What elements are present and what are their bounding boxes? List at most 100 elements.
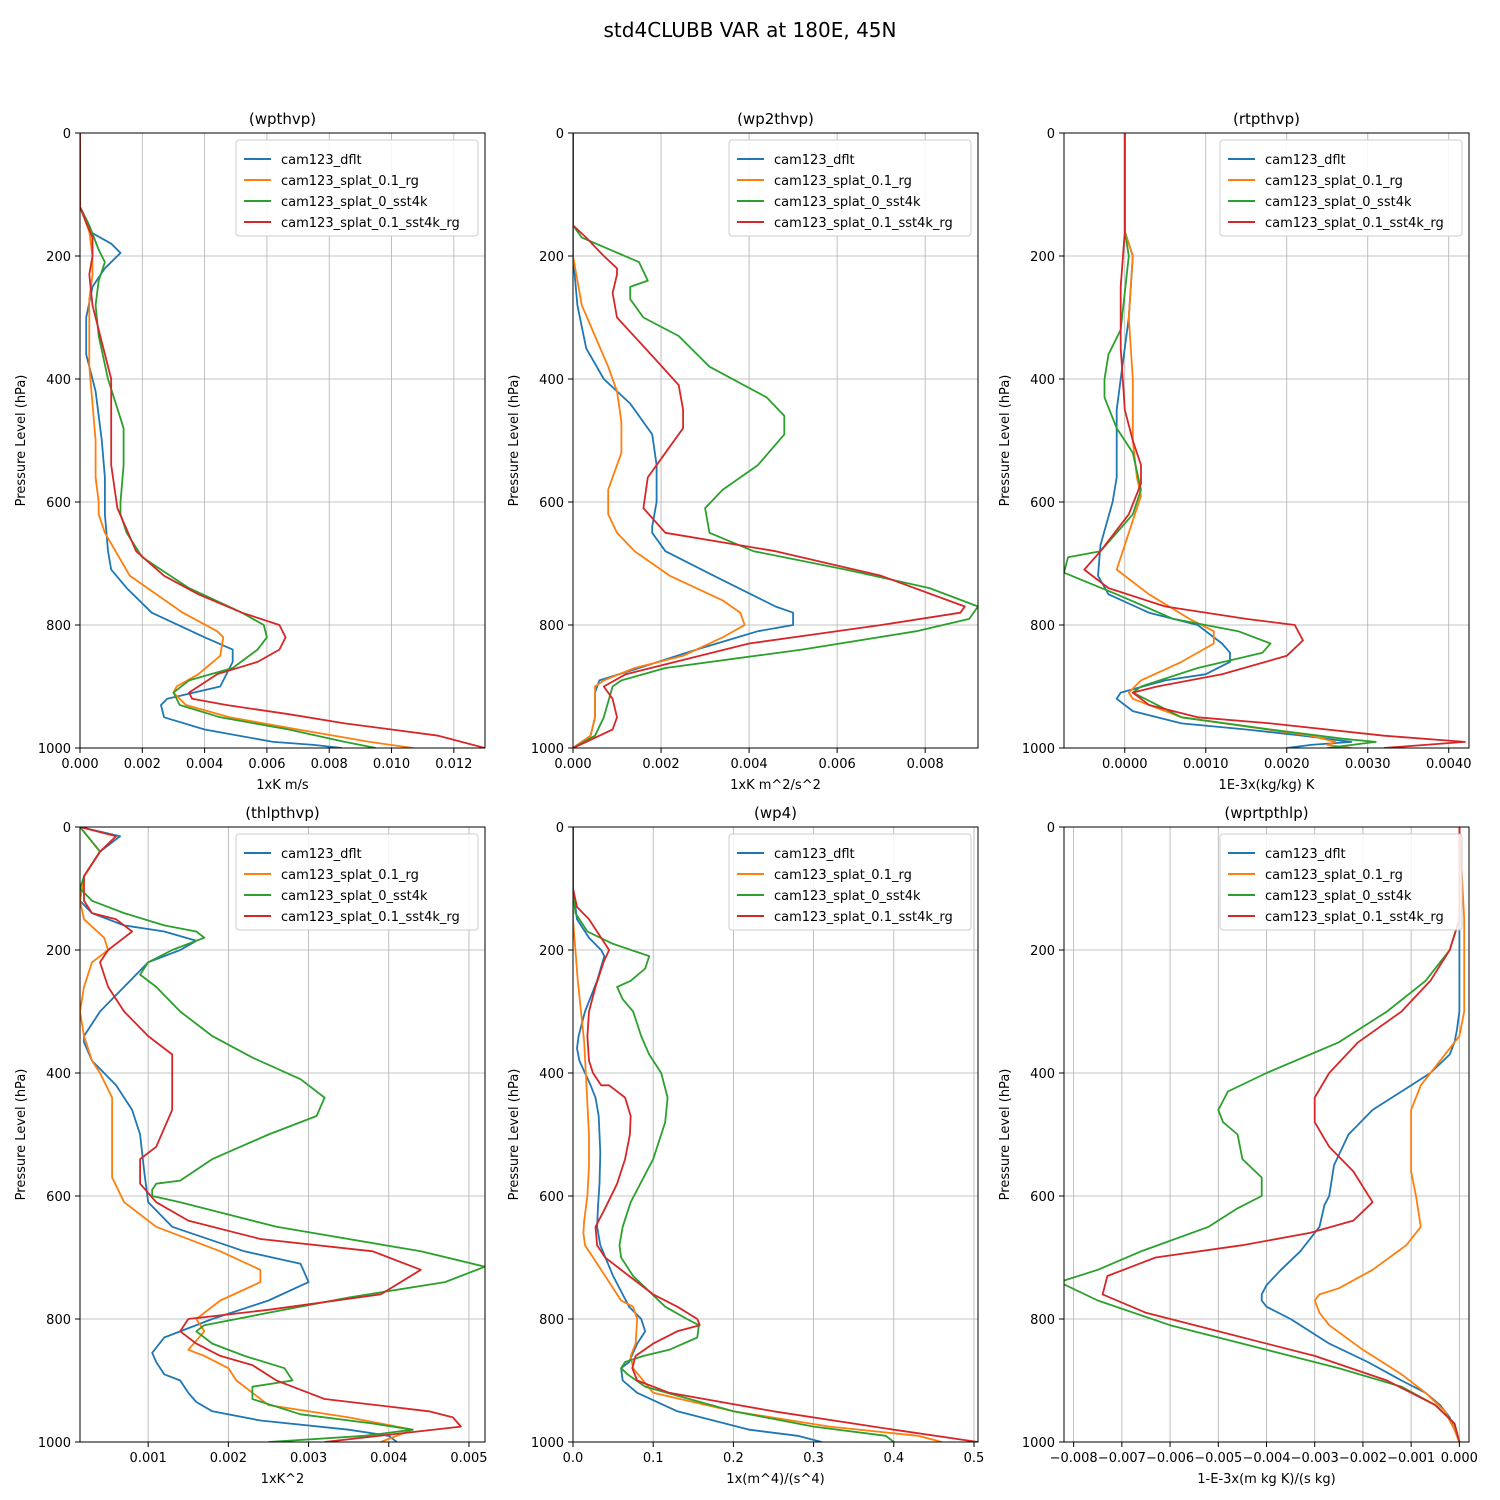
x-axis-label: 1xK m/s xyxy=(256,778,309,793)
legend-box xyxy=(1219,139,1463,237)
legend-entry: cam123_splat_0.1_rg xyxy=(281,868,419,883)
legend-entry: cam123_splat_0.1_rg xyxy=(1265,174,1403,189)
legend-entry: cam123_splat_0_sst4k xyxy=(774,195,921,210)
axes-frame xyxy=(79,826,486,1443)
y-tick-label: 1000 xyxy=(531,1436,564,1451)
series-line-cam123_splat_0.1_rg xyxy=(80,827,414,1442)
y-tick-label: 200 xyxy=(1030,944,1055,959)
series-group xyxy=(573,827,978,1442)
series-line-cam123_dflt xyxy=(80,827,398,1442)
x-tick-label: −0.001 xyxy=(1387,1451,1435,1466)
y-tick-label: 800 xyxy=(539,619,564,634)
subplot-title: (rtpthvp) xyxy=(1233,110,1300,128)
x-tick-label: 0.3 xyxy=(803,1451,824,1466)
legend-entry: cam123_dflt xyxy=(774,153,855,168)
x-tick-label: 0.5 xyxy=(964,1451,985,1466)
y-tick-label: 600 xyxy=(46,496,71,511)
legend-box xyxy=(235,139,479,237)
legend: cam123_dflt cam123_splat_0.1_rg cam123_spl… xyxy=(728,833,972,931)
x-tick-label: 0.0040 xyxy=(1426,757,1472,772)
series-group xyxy=(1064,827,1466,1442)
x-tick-label: 0.0000 xyxy=(1102,757,1148,772)
y-tick-label: 200 xyxy=(539,250,564,265)
y-axis-label: Pressure Level (hPa) xyxy=(998,1069,1013,1201)
subplot-title: (wpthvp) xyxy=(249,110,316,128)
series-line-cam123_splat_0.1_sst4k_rg xyxy=(573,827,978,1442)
legend-entry: cam123_dflt xyxy=(1265,153,1346,168)
y-tick-label: 800 xyxy=(539,1313,564,1328)
y-tick-label: 600 xyxy=(1030,496,1055,511)
series-line-cam123_splat_0_sst4k xyxy=(573,133,978,748)
x-tick-label: −0.005 xyxy=(1194,1451,1242,1466)
y-tick-label: 400 xyxy=(46,373,71,388)
legend-box xyxy=(1219,833,1463,931)
series-line-cam123_splat_0_sst4k xyxy=(80,827,485,1442)
legend: cam123_dflt cam123_splat_0.1_rg cam123_spl… xyxy=(235,833,479,931)
y-tick-label: 800 xyxy=(46,1313,71,1328)
legend: cam123_dflt cam123_splat_0.1_rg cam123_spl… xyxy=(1219,833,1463,931)
x-tick-label: −0.008 xyxy=(1050,1451,1098,1466)
series-line-cam123_splat_0.1_sst4k_rg xyxy=(1083,133,1466,748)
subplot-1: 0.000 0.002 0.004 0.006 0.008 0.010 0.012 0 200 4… xyxy=(14,110,486,793)
series-line-cam123_splat_0_sst4k xyxy=(80,133,377,748)
y-tick-label: 0 xyxy=(556,127,564,142)
series-line-cam123_splat_0.1_rg xyxy=(80,133,414,748)
x-tick-label: 0.1 xyxy=(643,1451,664,1466)
legend-entry: cam123_splat_0.1_rg xyxy=(1265,868,1403,883)
x-tick-label: 0.012 xyxy=(435,757,472,772)
series-line-cam123_splat_0_sst4k xyxy=(1064,133,1377,748)
subplot-title: (thlpthvp) xyxy=(245,804,320,822)
y-tick-label: 0 xyxy=(63,127,71,142)
x-tick-label: 0.000 xyxy=(1441,1451,1478,1466)
x-tick-label: 0.0 xyxy=(563,1451,584,1466)
x-axis-label: 1-E-3x(m kg K)/(s kg) xyxy=(1197,1472,1335,1487)
y-tick-label: 400 xyxy=(1030,373,1055,388)
y-tick-label: 600 xyxy=(539,1190,564,1205)
y-tick-label: 0 xyxy=(1047,127,1055,142)
subplot-4: 0.001 0.002 0.003 0.004 0.005 0 200 400 600 800 10… xyxy=(14,804,488,1487)
axes-frame xyxy=(79,132,486,749)
y-tick-label: 600 xyxy=(1030,1190,1055,1205)
legend-entry: cam123_dflt xyxy=(774,847,855,862)
legend-entry: cam123_splat_0.1_rg xyxy=(774,174,912,189)
series-group xyxy=(80,827,485,1442)
x-tick-label: 0.006 xyxy=(819,757,856,772)
y-tick-label: 400 xyxy=(46,1067,71,1082)
y-tick-label: 400 xyxy=(1030,1067,1055,1082)
legend-entry: cam123_dflt xyxy=(1265,847,1346,862)
series-group xyxy=(1064,133,1466,748)
legend: cam123_dflt cam123_splat_0.1_rg cam123_spl… xyxy=(235,139,479,237)
figure-title: std4CLUBB VAR at 180E, 45N xyxy=(604,18,897,42)
legend-entry: cam123_splat_0_sst4k xyxy=(281,889,428,904)
axes-frame xyxy=(572,826,979,1443)
legend-box xyxy=(728,833,972,931)
x-tick-label: 0.002 xyxy=(210,1451,247,1466)
x-axis-label: 1xK^2 xyxy=(261,1472,305,1487)
y-tick-label: 200 xyxy=(46,250,71,265)
series-line-cam123_splat_0.1_sst4k_rg xyxy=(1101,827,1461,1442)
x-axis-label: 1x(m^4)/(s^4) xyxy=(726,1472,824,1487)
y-tick-label: 0 xyxy=(63,821,71,836)
y-tick-label: 1000 xyxy=(531,742,564,757)
series-line-cam123_splat_0.1_rg xyxy=(573,133,746,748)
x-tick-label: 0.003 xyxy=(290,1451,327,1466)
legend: cam123_dflt cam123_splat_0.1_rg cam123_spl… xyxy=(728,139,972,237)
series-line-cam123_dflt xyxy=(1260,827,1461,1442)
x-tick-label: 0.002 xyxy=(124,757,161,772)
series-group xyxy=(573,133,978,748)
legend-entry: cam123_splat_0.1_rg xyxy=(281,174,419,189)
x-tick-label: −0.002 xyxy=(1339,1451,1387,1466)
axes-frame xyxy=(1063,132,1470,749)
series-line-cam123_splat_0.1_rg xyxy=(1313,827,1466,1442)
y-tick-label: 200 xyxy=(539,944,564,959)
y-tick-label: 200 xyxy=(46,944,71,959)
y-tick-label: 600 xyxy=(539,496,564,511)
x-tick-label: −0.007 xyxy=(1098,1451,1146,1466)
legend-entry: cam123_splat_0.1_sst4k_rg xyxy=(281,910,460,925)
subplot-title: (wp4) xyxy=(754,804,797,822)
x-tick-label: 0.006 xyxy=(248,757,285,772)
subplot-title: (wp2thvp) xyxy=(737,110,814,128)
x-tick-label: 0.4 xyxy=(883,1451,904,1466)
y-tick-label: 1000 xyxy=(38,742,71,757)
